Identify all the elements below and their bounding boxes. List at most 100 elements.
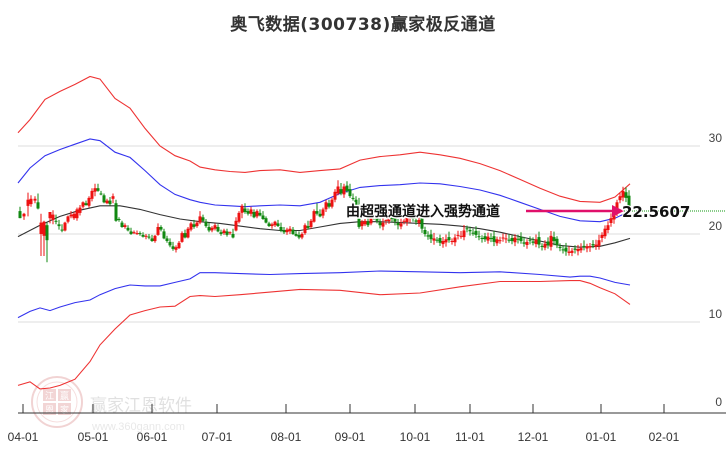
candle-down <box>84 203 88 205</box>
candle-down <box>354 199 358 209</box>
candle-up <box>600 234 604 238</box>
x-tick-label: 01-01 <box>586 430 617 444</box>
x-tick-label: 09-01 <box>335 430 366 444</box>
arrow-head-icon <box>612 205 624 217</box>
candle-up <box>309 220 313 227</box>
candle-down <box>306 226 310 228</box>
candle-down <box>531 241 535 243</box>
candle-down <box>375 216 379 221</box>
candle-up <box>144 235 148 237</box>
watermark-brand: 赢家江恩软件 <box>90 396 192 416</box>
candle-down <box>120 222 124 227</box>
candle-down <box>480 238 484 239</box>
candle-up <box>75 209 79 219</box>
candle-up <box>402 220 406 222</box>
candle-up <box>156 227 160 235</box>
candle-up <box>48 212 52 219</box>
candle-up <box>51 214 55 220</box>
candle-down <box>129 231 133 234</box>
x-tick-label: 12-01 <box>518 430 549 444</box>
candle-up <box>234 220 238 231</box>
price-label: 22.5607 <box>622 203 690 221</box>
candle-up <box>579 248 583 251</box>
line-lower_outer <box>17 280 631 390</box>
candle-up <box>135 233 139 235</box>
candle-up <box>177 242 181 249</box>
candle-down <box>561 249 565 251</box>
candle-up <box>255 211 259 217</box>
candle-up <box>22 213 26 217</box>
candle-up <box>300 234 304 238</box>
candle-down <box>423 230 427 234</box>
grid-lines <box>18 145 700 323</box>
candle-down <box>519 237 523 242</box>
candle-down <box>411 214 415 219</box>
x-tick-label: 04-01 <box>8 430 39 444</box>
candle-down <box>429 234 433 240</box>
candle-down <box>390 217 394 219</box>
candle-down <box>627 195 631 208</box>
candle-down <box>357 206 361 227</box>
candle-up <box>501 237 505 239</box>
candle-up <box>459 235 463 237</box>
candle-down <box>468 230 472 232</box>
candle-up <box>132 232 136 234</box>
candle-up <box>330 199 334 207</box>
candle-down <box>261 215 265 219</box>
chart-title: 奥飞数据(300738)赢家极反通道 <box>230 15 496 35</box>
candle-down <box>279 227 283 231</box>
candle-down <box>435 239 439 241</box>
candle-up <box>288 228 292 232</box>
candle-down <box>246 211 250 214</box>
candle-up <box>333 191 337 200</box>
candle-up <box>462 230 466 238</box>
x-tick-label: 05-01 <box>78 430 109 444</box>
candle-down <box>477 236 481 238</box>
candle-up <box>342 186 346 195</box>
candle-up <box>567 251 571 253</box>
candle-down <box>348 189 352 197</box>
candle-down <box>54 220 58 222</box>
candle-up <box>321 209 325 216</box>
candle-up <box>543 243 547 248</box>
candle-up <box>90 190 94 199</box>
candle-down <box>591 244 595 246</box>
line-lower_inner <box>17 270 631 319</box>
y-tick-label: 20 <box>709 219 723 233</box>
candle-down <box>537 237 541 245</box>
y-tick-label: 10 <box>709 307 723 321</box>
candle-down <box>219 232 223 234</box>
candle-up <box>123 225 127 227</box>
candle-down <box>378 222 382 226</box>
candle-down <box>573 248 577 250</box>
candle-up <box>63 222 67 231</box>
candle-up <box>405 217 409 223</box>
candle-up <box>534 239 538 245</box>
candle-up <box>399 223 403 227</box>
candle-down <box>225 231 229 235</box>
candle-down <box>471 232 475 234</box>
candle-up <box>249 209 253 214</box>
candle-up <box>39 222 43 234</box>
candle-up <box>81 202 85 207</box>
candle-up <box>213 225 217 229</box>
candle-up <box>609 218 613 223</box>
candle-down <box>204 221 208 227</box>
candle-up <box>384 219 388 221</box>
candle-up <box>363 220 367 225</box>
candle-down <box>414 220 418 222</box>
candle-up <box>576 249 580 252</box>
y-tick-label: 0 <box>715 395 722 409</box>
candle-up <box>72 213 76 219</box>
candle-down <box>465 228 469 230</box>
candle-down <box>150 238 154 241</box>
seal-char: 江 <box>45 391 54 402</box>
candle-up <box>444 239 448 243</box>
candle-up <box>240 205 244 213</box>
candle-up <box>285 229 289 233</box>
candle-up <box>408 216 412 219</box>
candle-up <box>513 237 517 243</box>
candle-up <box>504 238 508 240</box>
candle-up <box>237 212 241 222</box>
candle-up <box>228 232 232 234</box>
